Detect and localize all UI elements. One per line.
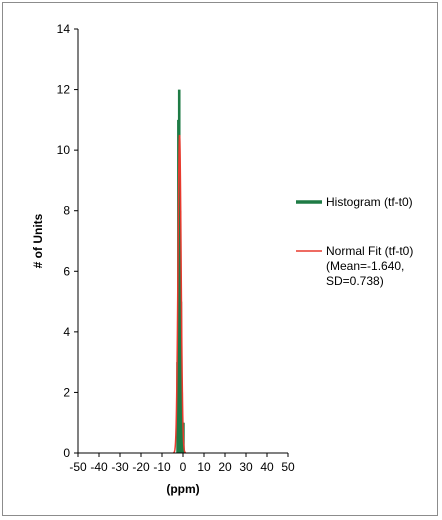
x-tick-label: -10	[153, 460, 171, 474]
x-tick-label: 0	[180, 460, 187, 474]
legend-label-normal-fit: Normal Fit (tf-t0) (Mean=-1.640, SD=0.73…	[326, 244, 417, 288]
y-tick-label: 10	[57, 143, 71, 157]
ticks: 0 2 4 6 8 10 12 14 -50 -40 -30 -20 -10 0 10 20 30 40 50	[57, 22, 295, 474]
x-tick-label: 20	[218, 460, 232, 474]
y-tick-label: 2	[63, 385, 70, 399]
y-axis-title: # of Units	[31, 213, 45, 268]
y-tick-label: 14	[57, 22, 71, 36]
plot-area	[173, 89, 186, 454]
x-axis-title: (ppm)	[166, 482, 199, 496]
y-tick-label: 4	[63, 325, 70, 339]
legend-label-histogram: Histogram (tf-t0)	[326, 195, 413, 209]
legend: Histogram (tf-t0) Normal Fit (tf-t0) (Me…	[296, 195, 417, 288]
x-tick-label: 10	[197, 460, 211, 474]
legend-label-normal-fit-line-2: (Mean=-1.640,	[326, 259, 404, 273]
y-tick-label: 0	[63, 446, 70, 460]
x-tick-label: 30	[239, 460, 253, 474]
y-tick-label: 8	[63, 204, 70, 218]
legend-label-normal-fit-line-3: SD=0.738)	[326, 274, 384, 288]
x-tick-label: -30	[111, 460, 129, 474]
x-tick-label: -50	[69, 460, 87, 474]
x-tick-label: -40	[90, 460, 108, 474]
x-tick-label: -20	[132, 460, 150, 474]
y-tick-label: 12	[57, 83, 71, 97]
y-tick-label: 6	[63, 264, 70, 278]
legend-label-normal-fit-line-1: Normal Fit (tf-t0)	[326, 244, 413, 258]
normal-fit-line	[173, 134, 186, 454]
x-tick-label: 50	[281, 460, 295, 474]
x-tick-label: 40	[260, 460, 274, 474]
chart-frame	[2, 2, 438, 516]
